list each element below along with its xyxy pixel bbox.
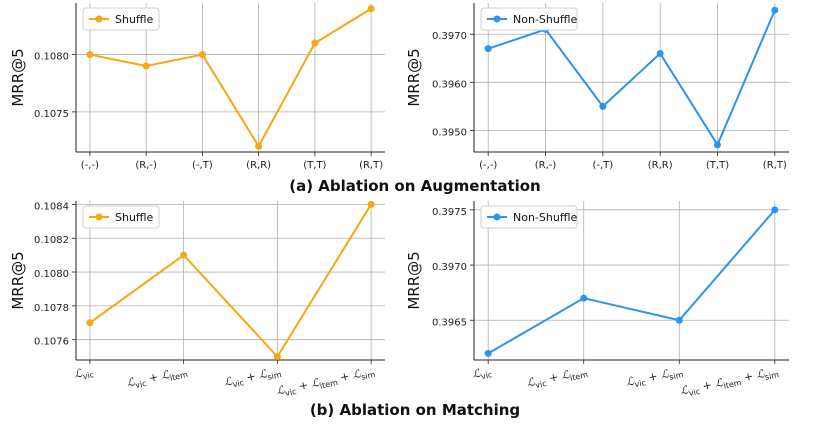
legend-marker: [95, 213, 103, 221]
y-tick-label: 0.3965: [432, 317, 467, 328]
x-tick-label: (-,-): [479, 160, 497, 171]
data-point: [771, 6, 779, 14]
data-point: [771, 206, 779, 214]
series-line-shuffle: [89, 7, 372, 149]
y-tick-label: 0.3950: [432, 127, 467, 138]
chart-panel-3: 0.1076 0.1078 0.1080 0.1082 0.1084 MRR@5 ℒvic​…: [9, 200, 385, 399]
chart-panel-4: 0.3965 0.3970 0.3975 MRR@5 ℒvic​ ℒvic​ + ℒite…: [405, 201, 789, 399]
x-tick-label: ℒvic​: [73, 364, 95, 383]
y-tick-label: 0.1080: [34, 269, 69, 280]
y-tick-label: 0.3975: [432, 207, 467, 218]
y-axis-label: MRR@5: [9, 48, 27, 106]
series-line-non-shuffle: [487, 9, 776, 147]
data-point: [255, 142, 263, 150]
caption-augmentation: (a) Ablation on Augmentation: [289, 177, 540, 195]
data-point: [86, 319, 94, 327]
legend-box: [82, 7, 160, 31]
legend-label: Shuffle: [115, 211, 154, 224]
y-tick-label: 0.3970: [432, 31, 467, 42]
y-axis-label: MRR@5: [405, 251, 423, 309]
x-tick-label: (R,T): [763, 160, 787, 171]
series-line-shuffle: [89, 203, 372, 359]
legend-label: Non-Shuffle: [513, 13, 577, 26]
data-point: [180, 251, 188, 259]
data-point: [86, 51, 94, 59]
x-tick-label: ℒvic​ + ℒitem​ + ℒsim​: [275, 364, 376, 399]
caption-matching: (b) Ablation on Matching: [310, 401, 520, 419]
data-point: [656, 49, 664, 57]
y-tick-label: 0.1082: [34, 235, 69, 246]
data-point: [142, 62, 150, 70]
y-axis-label: MRR@5: [405, 48, 423, 106]
y-tick-label: 0.3960: [432, 79, 467, 90]
legend-marker: [493, 15, 501, 23]
data-point: [675, 316, 683, 324]
y-tick-label: 0.1076: [34, 337, 69, 348]
x-tick-label: (R,-): [535, 160, 557, 171]
x-tick-label: (R,T): [359, 160, 383, 171]
legend-box: [480, 205, 578, 229]
legend-marker: [95, 15, 103, 23]
data-point: [273, 353, 281, 361]
x-tick-label: ℒvic​ + ℒitem​ + ℒsim​: [679, 364, 780, 399]
x-tick-label: ℒvic​: [471, 364, 493, 383]
data-point: [311, 39, 319, 47]
y-tick-label: 0.1075: [34, 109, 69, 120]
data-point: [713, 141, 721, 149]
data-point: [367, 5, 375, 13]
series-line-non-shuffle: [487, 209, 776, 355]
x-tick-label: (T,T): [303, 160, 326, 171]
chart-panel-1: 0.1075 0.1080 MRR@5 (-,-) (R,-) (-,T) (R,R) (T,…: [9, 3, 385, 171]
data-point: [580, 294, 588, 302]
x-tick-label: (R,-): [135, 160, 157, 171]
x-tick-label: (-,T): [592, 160, 613, 171]
legend-box: [82, 205, 160, 229]
data-point: [599, 102, 607, 110]
y-tick-label: 0.1078: [34, 303, 69, 314]
y-tick-label: 0.1080: [34, 52, 69, 63]
y-axis-label: MRR@5: [9, 251, 27, 309]
x-tick-label: (-,-): [81, 160, 99, 171]
legend-marker: [493, 213, 501, 221]
data-point: [367, 200, 375, 208]
y-tick-label: 0.3970: [432, 262, 467, 273]
legend-box: [480, 7, 578, 31]
x-tick-label: (-,T): [192, 160, 213, 171]
legend-label: Shuffle: [115, 13, 154, 26]
x-tick-label: ℒvic​ + ℒitem​: [125, 364, 189, 392]
x-tick-label: ℒvic​ + ℒsim​: [625, 364, 685, 391]
x-tick-label: (R,R): [246, 160, 271, 171]
legend-label: Non-Shuffle: [513, 211, 577, 224]
x-tick-label: ℒvic​ + ℒitem​: [525, 364, 589, 392]
chart-panel-2: 0.3950 0.3960 0.3970 MRR@5 (-,-) (R,-) (-,T) (R…: [405, 3, 789, 171]
x-tick-label: (R,R): [648, 160, 673, 171]
y-tick-label: 0.1084: [34, 201, 69, 212]
data-point: [484, 45, 492, 53]
data-point: [484, 349, 492, 357]
x-tick-label: ℒvic​ + ℒsim​: [223, 364, 283, 391]
x-tick-label: (T,T): [706, 160, 729, 171]
data-point: [198, 51, 206, 59]
